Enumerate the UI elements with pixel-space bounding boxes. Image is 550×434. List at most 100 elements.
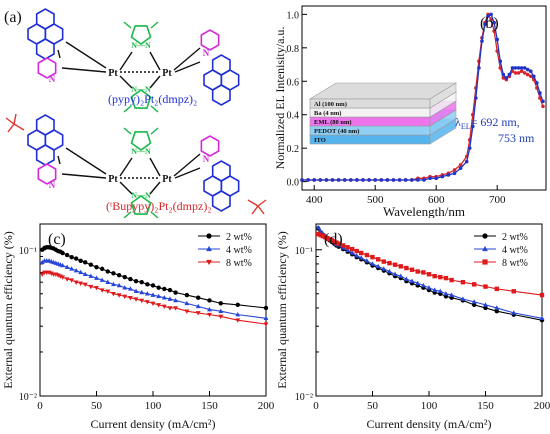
chart-b-xtick-label: 400 [306,194,323,206]
bond [119,181,133,195]
chart-d-series-2-point [331,239,337,244]
chart-d-legend-label: 2 wt% [502,232,528,243]
chart-c-series-0-point [78,258,83,264]
chart-b-series-1-point [306,178,310,182]
chart-c-series-1-point [116,282,122,288]
chart-d-series-2-point [354,248,359,254]
chart-c-series-1-point [73,267,79,273]
chart-b-ytick-label: 0.2 [287,144,300,155]
tbu-bond [13,113,17,125]
chart-c-ytick-label: 10⁻¹ [19,246,37,257]
chart-b-series-1-point [373,178,377,182]
device-layer-side [429,82,457,109]
chart-b-series-1-point [467,146,472,150]
chart-b-series-1-point [516,66,521,70]
chart-c-xlabel: Current density (mA/cm²) [91,417,216,431]
chart-b-series-1-point [349,178,353,182]
chart-c-panel-label: (c) [48,231,66,248]
chart-b-series-1-point [318,178,323,182]
bond [174,61,201,73]
pyridine-ring-left [37,163,57,185]
chart-c-series-2-point [207,312,212,318]
bond [65,41,107,69]
chart-d-series-2-point [415,269,420,274]
chart-c-series-2-point [73,280,79,285]
chart-d-series-1-point [494,305,500,310]
chart-b-frame [301,5,547,191]
chart-c-series-2-point [88,284,94,290]
el-annotation-line2: 753 nm [498,131,535,145]
chart-b-series-1-point [504,76,509,80]
chart-b-series-1-point [330,178,335,182]
chart-b-series-1-point [458,166,463,171]
chart-c-series-0-point [88,262,94,267]
pyrene-ring-right [211,54,231,76]
bond [119,75,133,89]
tbu-bond [251,205,259,215]
chart-d-series-1-point [415,280,421,286]
pyrene-ring-left [35,144,55,166]
chart-d-legend-label: 8 wt% [502,258,528,269]
tbu-bond [13,123,25,131]
chart-b-series-1-point [440,174,445,179]
chart-b-series-1-point [525,67,530,72]
pyridine-ring-left [37,57,57,79]
chart-b-series-1-point [486,14,490,18]
chart-d-series-2-point [336,241,341,246]
device-layer-label: Ba (4 nm) [314,110,341,117]
pyrene-ring-left [35,38,55,60]
chart-d-series-2-point [392,262,398,267]
device-layer-label: PEDOT (40 nm) [314,128,359,135]
chart-b-xtick-label: 500 [367,194,384,206]
chart-b-series-1-point [495,37,499,42]
chart-d-xtick-label: 50 [367,400,379,412]
chart-d-series-2-point [472,282,477,287]
chart-c-series-2-point [139,298,145,304]
chart-b-series-1-point [480,39,484,43]
chart-b-ylabel: Normalized EL Intenisity/a.u. [273,27,287,170]
chart-d-series-2-point [438,274,443,280]
chart-b-series-1-point [498,59,503,63]
chart-c-series-2-point [127,295,133,301]
atom-pt-label: Pt [162,68,172,79]
chart-d-series-1-point [349,250,355,255]
chart-b-series-1-point [492,20,496,25]
chart-c-series-2-point [167,306,173,311]
chart-c-series-2-point [99,288,105,293]
atom-pt-label: Pt [108,174,118,185]
molecule-tbupypy: N Pt Pt N—N N—N N [5,113,267,218]
chart-c-series-2-point [133,297,139,302]
chart-d-series-2-point [340,243,346,248]
pyrazole-ring-top [130,131,152,151]
chart-c-xtick-label: 0 [37,400,43,412]
chart-b-series-0-point [528,74,533,79]
chart-c-series-0-point [64,252,70,258]
chart-b-series-0-point [458,163,463,167]
chart-b-series-1-point [532,74,536,79]
bond [57,155,61,165]
chart-d-series-2-point [432,273,437,279]
bond [149,157,161,177]
chart-c-series-1-point [94,275,99,280]
chart-d-series-2-point [345,245,350,250]
chart-c-series-0-point [99,266,105,272]
methyl-bond [123,127,132,135]
device-stack-inset: ITO PEDOT (40 nm) EML (80 nm) Ba (4 nm) Al (… [308,82,458,145]
chart-c-legend-label: 8 wt% [226,258,252,269]
pyrazole-ring-bottom [130,89,152,109]
chart-d-series-2-point [334,240,339,245]
methyl-bond [150,127,159,135]
chart-d-series-2-point [325,235,330,241]
chart-d-series-2-point [511,289,516,294]
chart-c-series-1-point [82,271,88,277]
chart-d-panel-label: (d) [324,231,343,248]
chart-c-series-2-point [39,272,45,277]
chart-d-legend-marker [482,245,488,252]
chart-b-ytick-label: 0.0 [287,178,300,189]
chart-d-series-1-point [539,315,545,321]
chart-d-series-1-point [381,266,387,271]
chart-d-series-1-point [449,292,455,297]
chart-c-series-1-point [235,312,241,317]
chart-b-series-1-point [513,66,518,70]
chart-c-series-0-point [94,264,99,270]
